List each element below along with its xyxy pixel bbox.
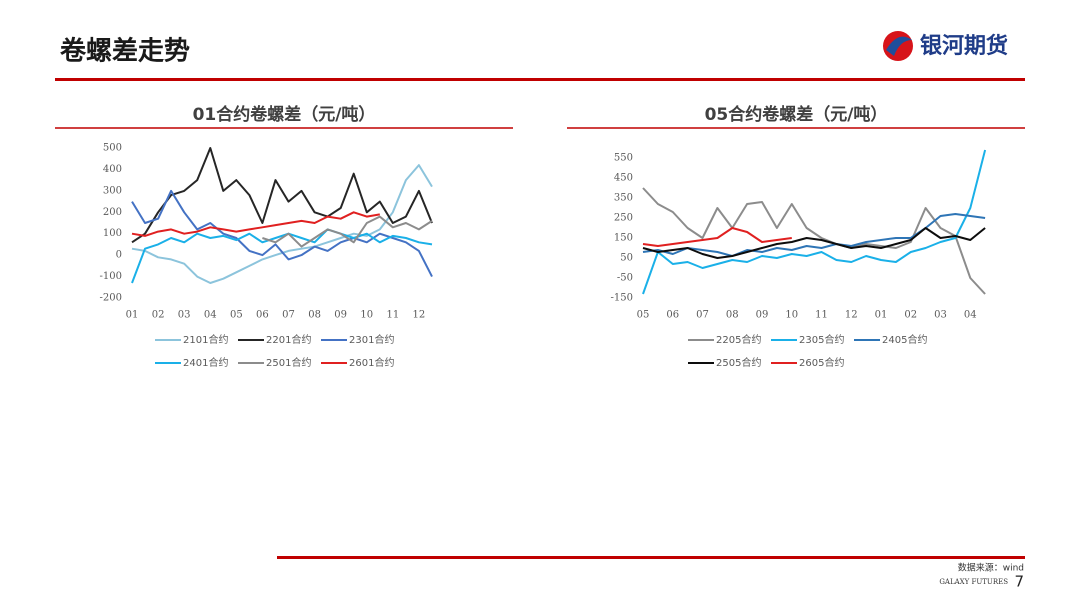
- x-tick-label: 02: [904, 310, 917, 321]
- x-tick-label: 05: [230, 310, 243, 321]
- x-tick-label: 07: [282, 310, 295, 321]
- header-rule: [55, 78, 1025, 81]
- logo-swoosh: [886, 36, 912, 56]
- x-tick-label: 11: [386, 310, 399, 321]
- legend-label: 2505合约: [716, 356, 761, 369]
- x-tick-label: 03: [934, 310, 947, 321]
- legend-label: 2301合约: [349, 333, 394, 346]
- chart-title: 05合约卷螺差（元/吨）: [705, 104, 888, 125]
- y-tick-label: 400: [103, 164, 122, 175]
- series-line: [131, 189, 433, 278]
- x-tick-label: 10: [360, 310, 373, 321]
- series-line: [642, 227, 792, 247]
- y-tick-label: 450: [614, 173, 633, 184]
- legend-label: 2305合约: [799, 333, 844, 346]
- y-tick-label: 350: [614, 193, 633, 204]
- y-tick-label: -200: [100, 293, 122, 304]
- y-tick-label: 500: [103, 143, 122, 154]
- y-tick-label: 100: [103, 228, 122, 239]
- x-tick-label: 04: [204, 310, 217, 321]
- source: 数据来源：wind: [958, 562, 1024, 574]
- x-tick-label: 09: [334, 310, 347, 321]
- x-tick-label: 12: [413, 310, 426, 321]
- x-tick-label: 10: [785, 310, 798, 321]
- footer-brand: GALAXY FUTURES: [939, 578, 1008, 586]
- x-tick-label: 07: [696, 310, 709, 321]
- legend-label: 2101合约: [183, 333, 228, 346]
- x-tick-label: 01: [126, 310, 139, 321]
- footer-rule: [277, 556, 1025, 559]
- x-tick-label: 08: [726, 310, 739, 321]
- y-tick-label: -50: [617, 273, 633, 284]
- x-tick-label: 06: [256, 310, 269, 321]
- x-tick-label: 05: [637, 310, 650, 321]
- y-tick-label: 550: [614, 153, 633, 164]
- x-tick-label: 11: [815, 310, 828, 321]
- y-tick-label: 200: [103, 207, 122, 218]
- x-tick-label: 01: [875, 310, 888, 321]
- y-tick-label: 0: [116, 250, 122, 261]
- x-tick-label: 12: [845, 310, 858, 321]
- y-tick-label: 150: [614, 233, 633, 244]
- series-line: [642, 213, 986, 257]
- x-tick-label: 09: [756, 310, 769, 321]
- series-line: [131, 147, 433, 244]
- series-line: [131, 211, 380, 237]
- page-number: 7: [1014, 573, 1024, 591]
- series-line: [262, 215, 433, 248]
- x-tick-label: 02: [152, 310, 165, 321]
- y-tick-label: 50: [620, 253, 633, 264]
- legend-label: 2201合约: [266, 333, 311, 346]
- x-tick-label: 06: [666, 310, 679, 321]
- x-tick-label: 04: [964, 310, 977, 321]
- series-line: [131, 228, 433, 284]
- series-line: [642, 149, 987, 295]
- legend-label: 2205合约: [716, 333, 761, 346]
- legend-label: 2401合约: [183, 356, 228, 369]
- legend-label: 2605合约: [799, 356, 844, 369]
- legend-label: 2501合约: [266, 356, 311, 369]
- y-tick-label: -150: [611, 293, 633, 304]
- y-tick-label: -100: [100, 271, 122, 282]
- legend-label: 2405合约: [882, 333, 927, 346]
- y-tick-label: 250: [614, 213, 633, 224]
- x-tick-label: 03: [178, 310, 191, 321]
- logo-text: 银河期货: [920, 33, 1008, 59]
- y-tick-label: 300: [103, 185, 122, 196]
- chart-title: 01合约卷螺差（元/吨）: [193, 104, 376, 125]
- legend-label: 2601合约: [349, 356, 394, 369]
- x-tick-label: 08: [308, 310, 321, 321]
- slide-title: 卷螺差走势: [60, 36, 190, 67]
- series-line: [642, 227, 986, 259]
- series-line: [642, 187, 986, 295]
